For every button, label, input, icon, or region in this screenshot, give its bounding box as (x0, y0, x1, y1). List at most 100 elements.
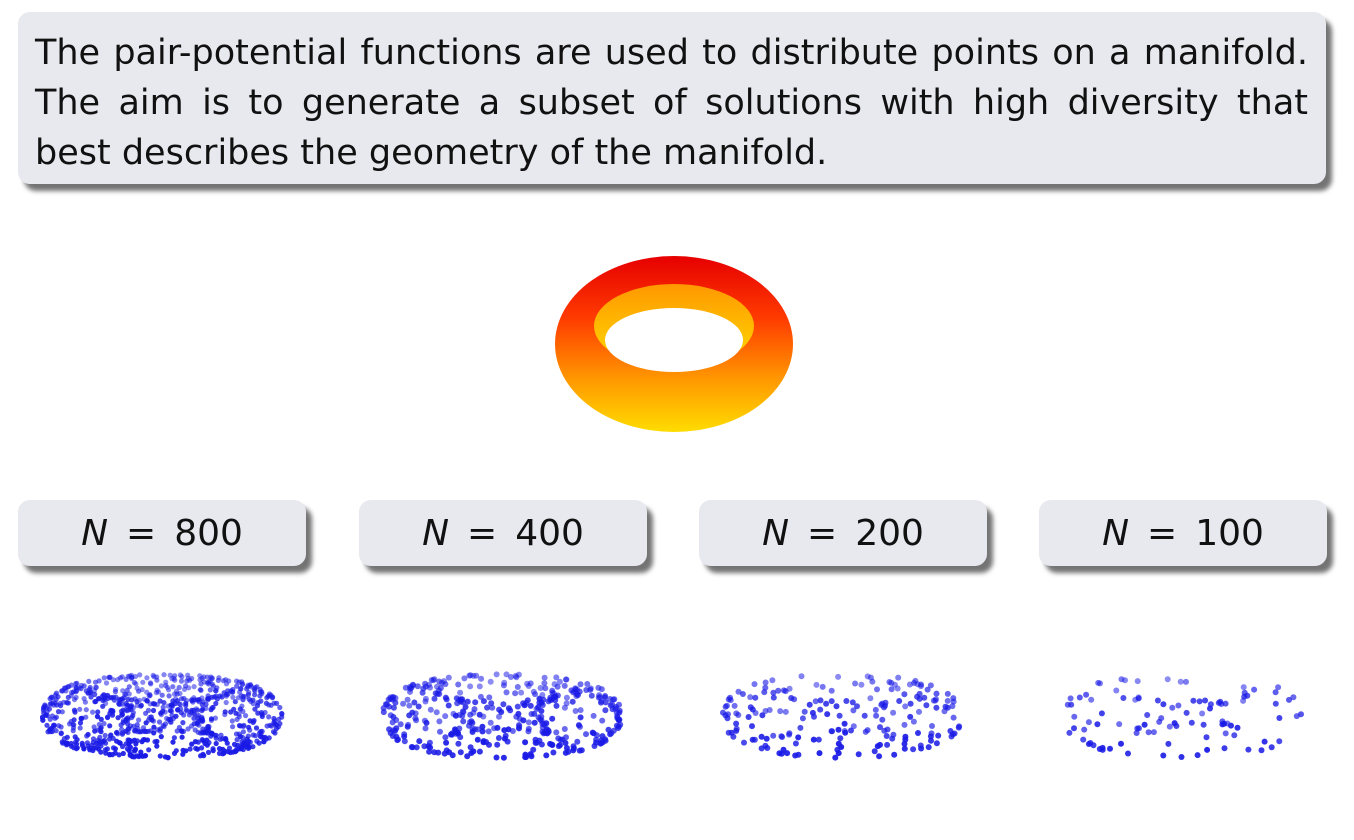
sample-point (240, 729, 246, 735)
sample-point (731, 702, 738, 709)
sample-point (890, 709, 897, 716)
sample-point (1120, 695, 1127, 701)
sample-point (543, 752, 550, 759)
sample-point (563, 694, 570, 701)
sample-point (901, 691, 908, 698)
sample-point (589, 729, 596, 736)
sample-point (770, 694, 777, 701)
n-value: 400 (515, 512, 584, 554)
sample-point (577, 714, 584, 721)
sample-point (442, 734, 449, 741)
sample-point (1150, 729, 1157, 736)
sample-point (944, 690, 951, 697)
sample-point (741, 739, 747, 746)
sample-point (561, 726, 568, 732)
sample-point (132, 746, 138, 752)
sample-point (901, 721, 908, 728)
sample-point (230, 694, 236, 700)
sample-point (146, 693, 152, 699)
sample-point (550, 749, 557, 756)
sample-point (792, 740, 799, 747)
sample-point (484, 704, 491, 711)
sample-point (177, 701, 183, 708)
sample-point (770, 732, 777, 739)
sample-point (400, 700, 407, 707)
sample-point (157, 753, 163, 759)
sample-point (841, 728, 848, 734)
sample-point (950, 714, 957, 721)
sample-point (401, 738, 408, 745)
sample-point (836, 712, 843, 719)
sample-point (220, 678, 226, 684)
sample-point (455, 681, 462, 688)
sample-point (871, 748, 878, 755)
sample-point (921, 694, 928, 701)
sample-point (955, 724, 962, 731)
sample-point (197, 673, 203, 679)
sample-point (214, 696, 220, 702)
sample-point (91, 724, 97, 730)
sample-point (1145, 729, 1152, 736)
sample-point (1200, 721, 1207, 728)
sample-point (479, 728, 486, 735)
sample-point (105, 696, 111, 702)
sample-point (268, 723, 275, 729)
sample-point (223, 737, 229, 743)
sample-point (257, 693, 263, 699)
sample-point (559, 736, 566, 743)
sample-point (1221, 745, 1228, 752)
sample-point (1228, 722, 1234, 729)
sample-point (411, 699, 418, 706)
sample-point (1166, 723, 1173, 730)
sample-point (196, 722, 202, 728)
sample-point (445, 702, 452, 709)
sample-point (208, 707, 214, 713)
sample-point (541, 674, 548, 681)
sample-point (786, 730, 793, 737)
sample-point (380, 705, 387, 712)
sample-point (782, 708, 789, 715)
sample-point (96, 721, 102, 728)
sample-point (801, 708, 808, 715)
point-cloud-200 (720, 673, 963, 761)
sample-point (816, 750, 823, 757)
sample-point (443, 739, 450, 746)
sample-point (1133, 730, 1140, 736)
sample-point (232, 749, 238, 755)
sample-point (160, 708, 166, 714)
sample-point (476, 683, 483, 690)
sample-point (595, 684, 602, 691)
sample-point (896, 698, 903, 704)
sample-point (177, 706, 184, 712)
sample-point (168, 708, 175, 714)
sample-point (935, 732, 942, 739)
sample-point (944, 697, 951, 704)
sample-point (279, 710, 285, 717)
sample-point (751, 681, 758, 688)
sample-point (47, 716, 53, 722)
sample-point (1276, 715, 1283, 721)
sample-point (124, 703, 130, 709)
sample-point (195, 739, 201, 745)
sample-point (536, 737, 543, 744)
sample-point (1134, 678, 1141, 685)
sample-point (577, 707, 584, 714)
sample-point (137, 672, 143, 678)
sample-point (828, 728, 835, 735)
sample-point (577, 681, 584, 688)
sample-point (441, 750, 448, 757)
equals-sign: = (1147, 512, 1178, 554)
sample-point (130, 723, 137, 729)
sample-point (610, 727, 617, 734)
sample-point (176, 684, 182, 691)
sample-point (1231, 732, 1238, 739)
sample-point (527, 680, 534, 687)
sample-point (477, 693, 484, 700)
sample-point (858, 681, 865, 688)
sample-point (123, 741, 129, 747)
sample-point (44, 722, 50, 728)
sample-point (852, 680, 859, 687)
sample-point (486, 694, 493, 701)
sample-point (53, 714, 59, 720)
sample-point (901, 740, 908, 747)
